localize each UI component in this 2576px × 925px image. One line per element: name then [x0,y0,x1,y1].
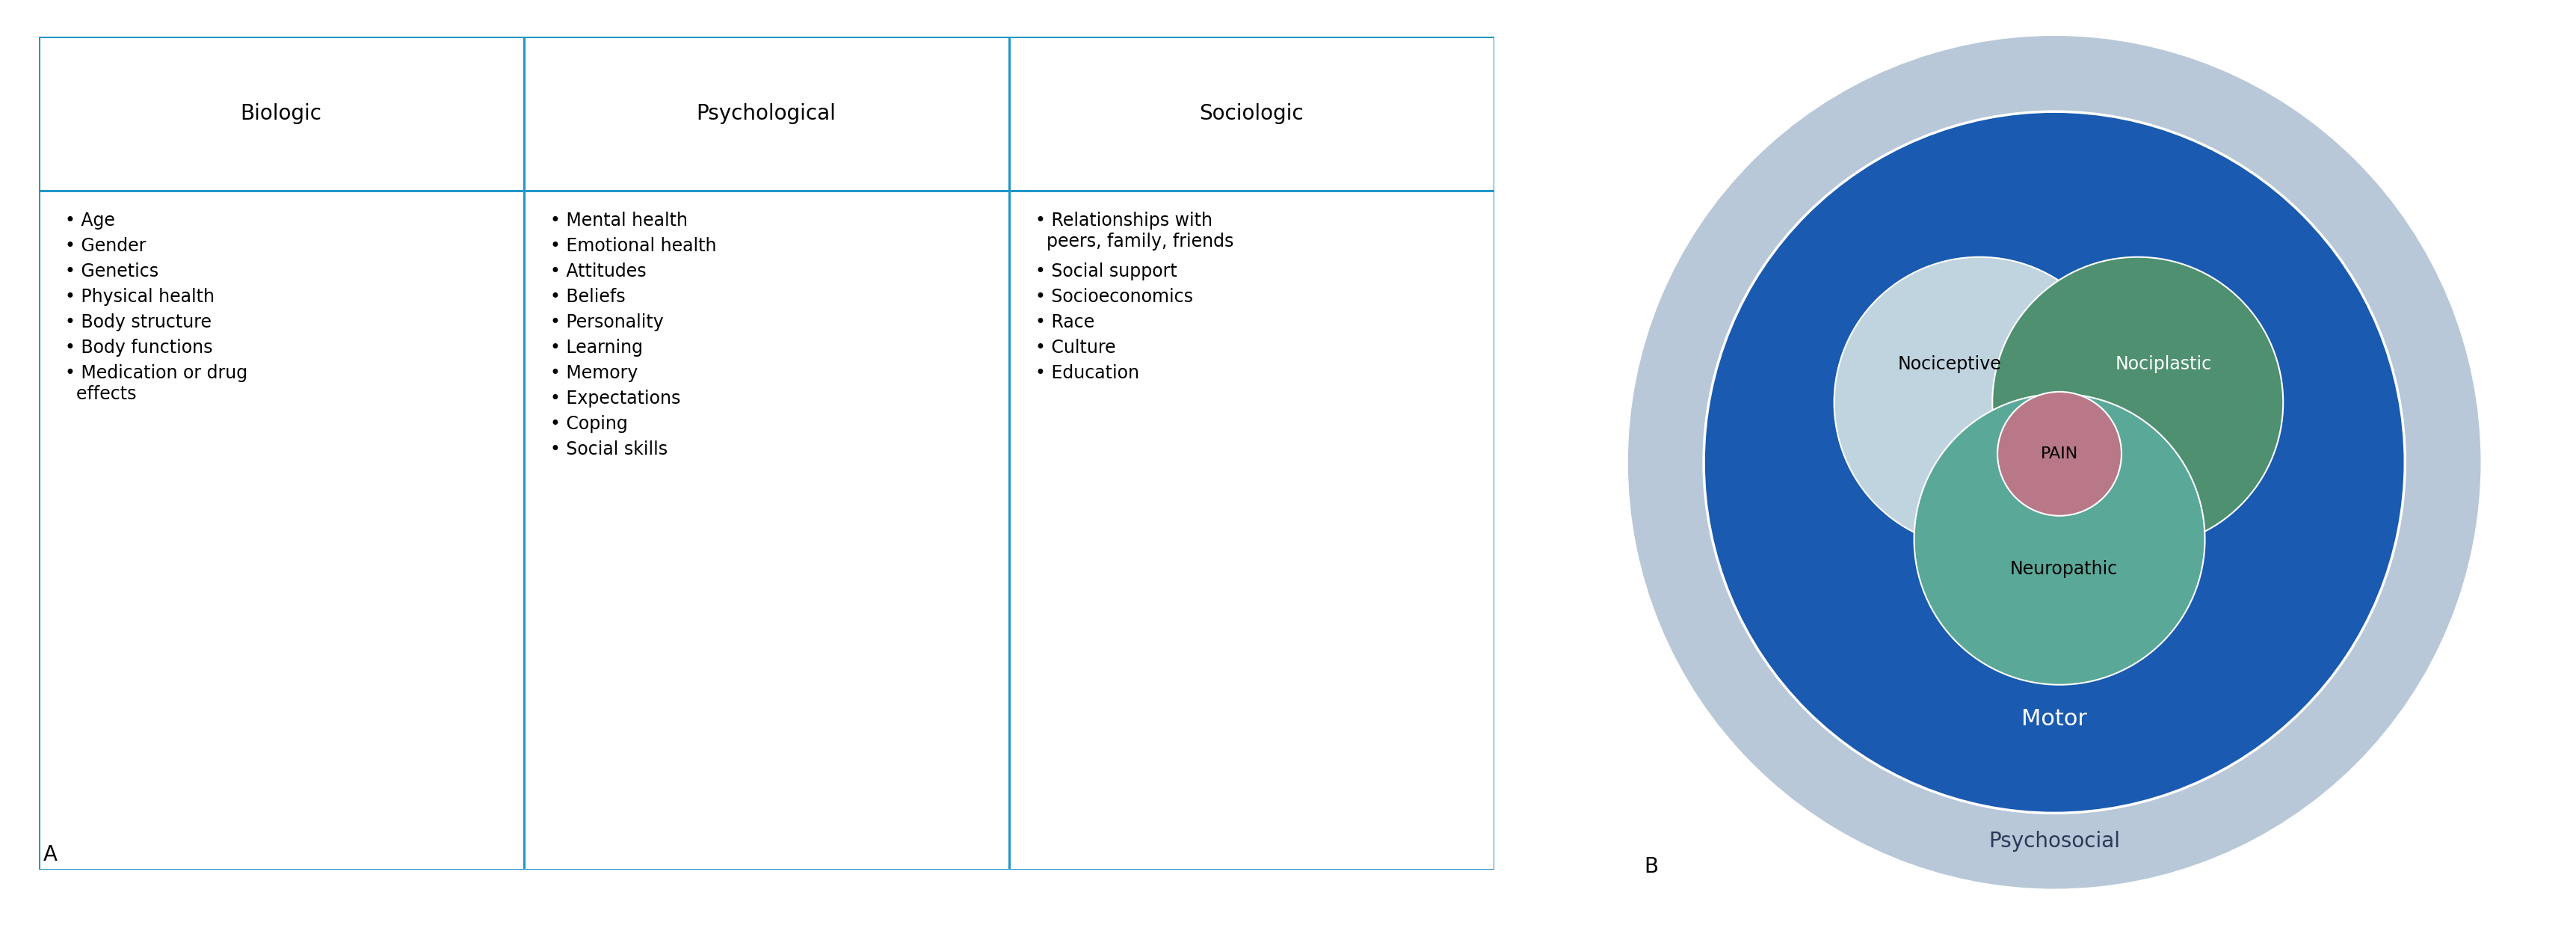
Text: • Education: • Education [1036,364,1139,382]
Text: Neuropathic: Neuropathic [2009,561,2117,578]
Text: • Expectations: • Expectations [551,389,680,407]
Text: • Relationships with
  peers, family, friends: • Relationships with peers, family, frie… [1036,212,1234,251]
Text: • Learning: • Learning [551,339,644,357]
Text: • Emotional health: • Emotional health [551,237,716,255]
Text: • Body structure: • Body structure [64,314,211,331]
Text: • Coping: • Coping [551,415,629,433]
Text: • Genetics: • Genetics [64,263,160,280]
Text: • Socioeconomics: • Socioeconomics [1036,288,1193,306]
Text: • Mental health: • Mental health [551,212,688,229]
Text: • Age: • Age [64,212,116,229]
Text: • Beliefs: • Beliefs [551,288,626,306]
Text: • Medication or drug
  effects: • Medication or drug effects [64,364,247,403]
Bar [39,37,523,870]
Text: • Social skills: • Social skills [551,440,667,458]
Text: • Personality: • Personality [551,314,665,331]
Bar [523,37,1010,870]
Text: • Race: • Race [1036,314,1095,331]
Circle shape [1625,34,2483,890]
Circle shape [1703,112,2406,813]
Text: • Attitudes: • Attitudes [551,263,647,280]
Text: • Social support: • Social support [1036,263,1177,280]
Text: Nociplastic: Nociplastic [2115,355,2213,373]
Circle shape [1991,257,2282,548]
Text: • Memory: • Memory [551,364,639,382]
Text: Biologic: Biologic [240,104,322,125]
Circle shape [1914,394,2205,684]
Text: Psychological: Psychological [696,104,837,125]
Circle shape [1996,392,2123,516]
Text: Sociologic: Sociologic [1200,104,1303,125]
Text: PAIN: PAIN [2040,446,2079,462]
Text: Motor: Motor [2022,709,2087,730]
Text: • Body functions: • Body functions [64,339,214,357]
Text: Nociceptive: Nociceptive [1899,355,2002,373]
Bar [1010,37,1494,870]
Text: Psychosocial: Psychosocial [1989,831,2120,851]
Circle shape [1834,257,2125,548]
Text: B: B [1643,857,1659,877]
Text: • Physical health: • Physical health [64,288,214,306]
Text: • Gender: • Gender [64,237,147,255]
Text: A: A [44,845,57,866]
Text: • Culture: • Culture [1036,339,1115,357]
